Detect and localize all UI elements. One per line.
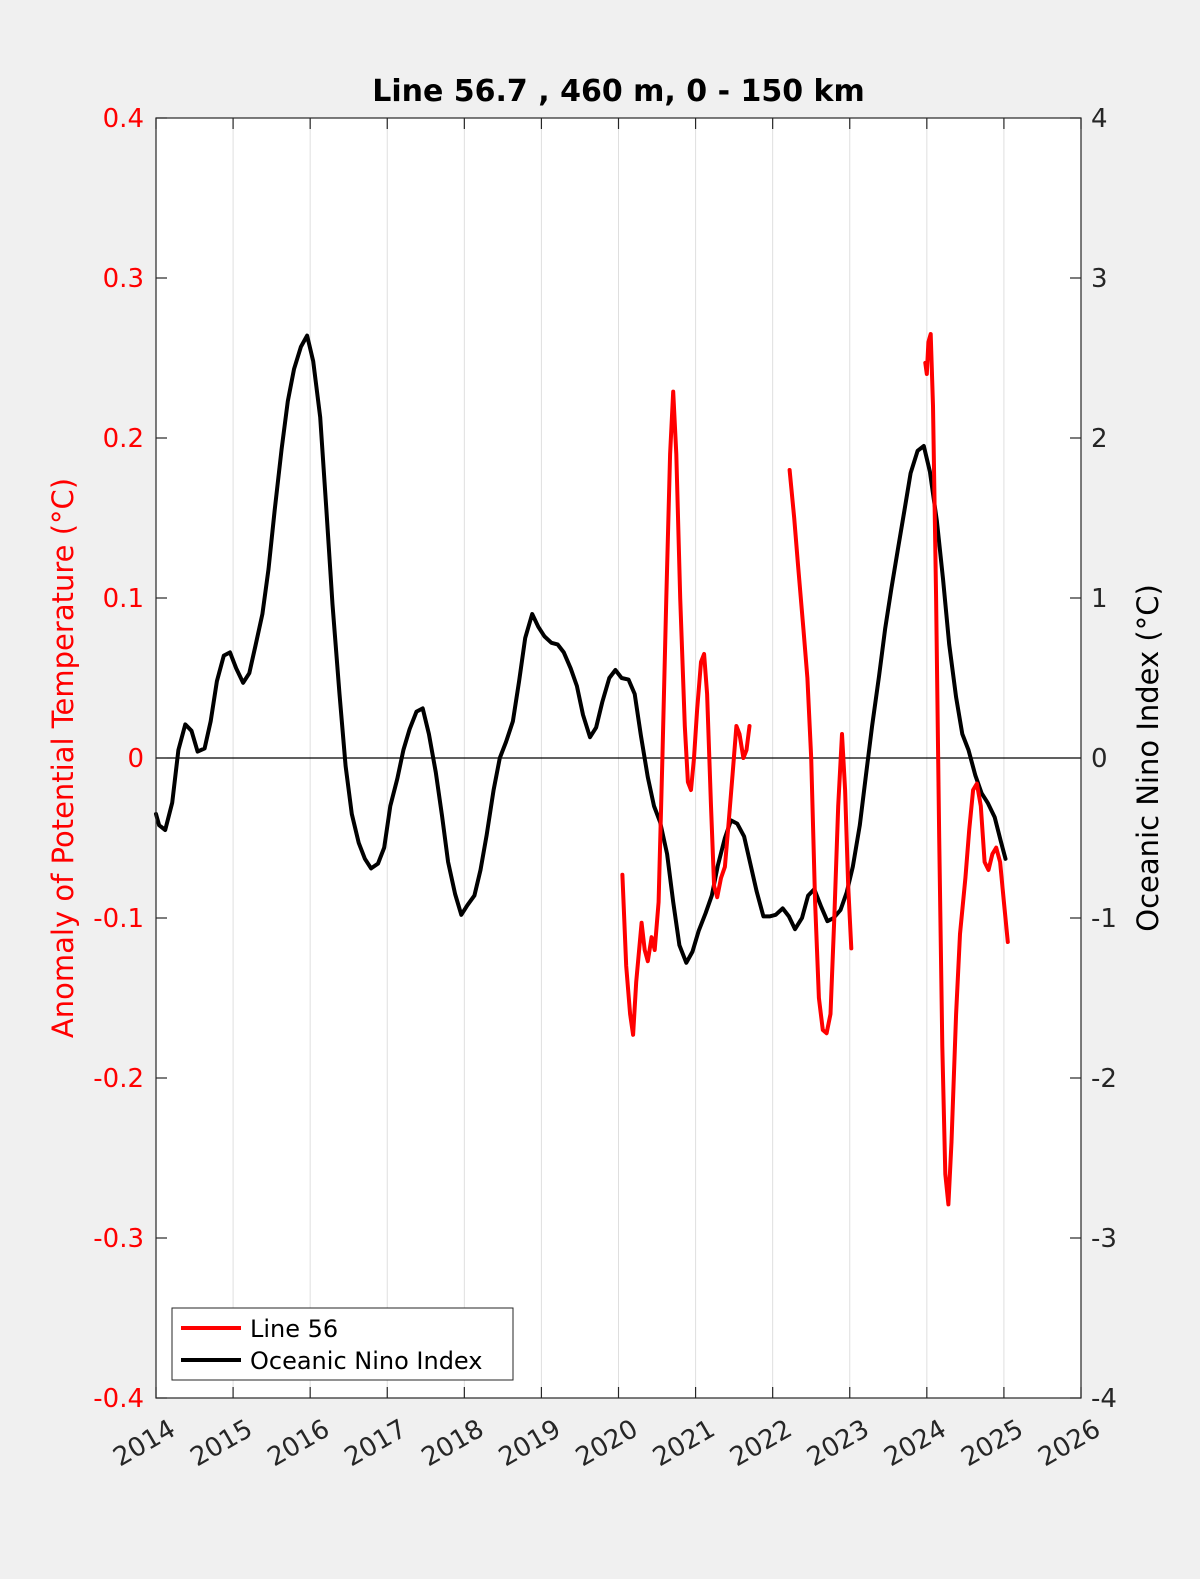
y-left-tick-label: 0.1 [103,584,144,614]
y-right-tick-label: 0 [1091,744,1108,774]
x-tick-label: 2015 [185,1414,257,1473]
x-tick-label: 2022 [725,1414,797,1473]
y-right-tick-label: 3 [1091,264,1108,294]
y-left-tick-label: 0.2 [103,424,144,454]
x-tick-label: 2019 [494,1414,566,1473]
x-tick-label: 2021 [648,1414,720,1473]
y-right-tick-label: -1 [1091,904,1117,934]
y-right-tick-label: 1 [1091,584,1108,614]
y-right-tick-label: 2 [1091,424,1108,454]
legend-box [171,1307,514,1381]
chart-title: Line 56.7 , 460 m, 0 - 150 km [372,74,865,109]
x-tick-label: 2020 [571,1414,643,1473]
x-tick-label: 2024 [879,1414,951,1473]
x-tick-label: 2018 [417,1414,489,1473]
legend: Line 56 Oceanic Nino Index [171,1307,514,1381]
y-left-tick-label: -0.3 [93,1224,144,1254]
y-right-tick-label: -3 [1091,1224,1117,1254]
series-line-oceanic-nino-index [154,333,1008,965]
y-left-tick-label: 0 [127,744,144,774]
y-left-tick-label: 0.3 [103,264,144,294]
y-left-tick-label: 0.4 [103,104,144,134]
x-tick-label: 2016 [263,1414,335,1473]
y-left-label: Anomaly of Potential Temperature (°C) [46,478,80,1038]
y-left-tick-label: -0.1 [93,904,144,934]
y-right-tick-label: -4 [1091,1384,1117,1414]
y-right-tick-label: 4 [1091,104,1108,134]
legend-label-oni: Oceanic Nino Index [250,1347,482,1375]
y-right-tick-label: -2 [1091,1064,1117,1094]
y-right-label: Oceanic Nino Index (°C) [1131,584,1165,932]
x-tick-label: 2025 [956,1414,1028,1473]
x-tick-label: 2026 [1033,1414,1105,1473]
x-tick-label: 2014 [108,1414,180,1473]
legend-label-line-56: Line 56 [250,1315,338,1343]
y-left-tick-label: -0.2 [93,1064,144,1094]
series-line-line-56 [620,389,752,1037]
y-left-tick-label: -0.4 [93,1384,144,1414]
x-tick-label: 2017 [340,1414,412,1473]
series-line-line-56 [923,332,1010,1207]
series-layer [154,332,1010,1207]
series-line-line-56 [787,468,854,1036]
x-tick-label: 2023 [802,1414,874,1473]
